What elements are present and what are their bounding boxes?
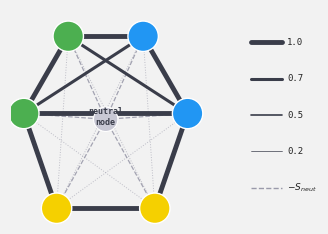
Circle shape <box>140 193 170 223</box>
Text: 0.7: 0.7 <box>287 74 303 83</box>
Text: 0.5: 0.5 <box>287 110 303 120</box>
Circle shape <box>128 21 158 51</box>
Text: neutral
node: neutral node <box>88 107 123 127</box>
Circle shape <box>173 98 203 129</box>
Circle shape <box>41 193 72 223</box>
Circle shape <box>93 107 118 132</box>
Text: 1.0: 1.0 <box>287 38 303 47</box>
Text: 0.2: 0.2 <box>287 147 303 156</box>
Text: $-S_{neut}$: $-S_{neut}$ <box>287 182 317 194</box>
Circle shape <box>53 21 83 51</box>
Circle shape <box>9 98 39 129</box>
